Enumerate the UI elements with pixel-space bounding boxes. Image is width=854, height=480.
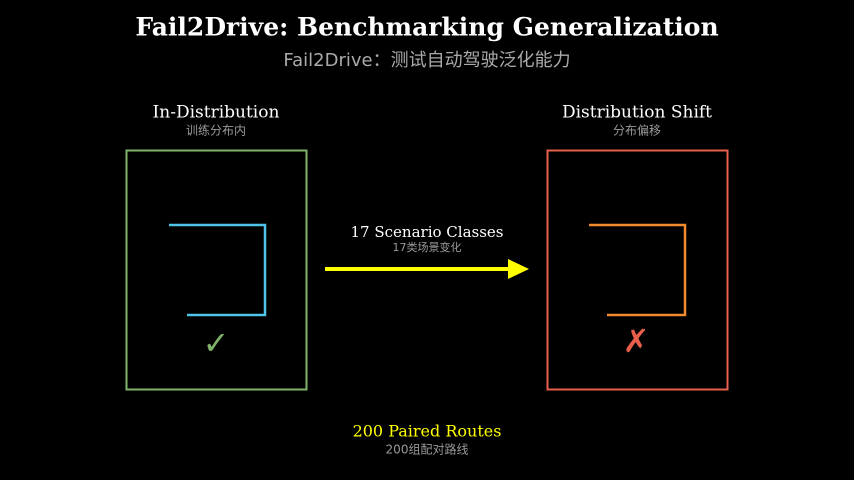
- panel-title: In-Distribution: [153, 103, 280, 123]
- footer-label: 200 Paired Routes: [353, 422, 502, 441]
- panel-box: [125, 149, 308, 391]
- arrow-label: 17 Scenario Classes: [351, 223, 504, 241]
- cross-mark: ✗: [623, 322, 650, 360]
- subtitle: Fail2Drive：测试自动驾驶泛化能力: [283, 50, 570, 71]
- footer-sublabel: 200组配对路线: [386, 442, 469, 457]
- panel-box: [546, 149, 729, 391]
- panel-subtitle: 分布偏移: [613, 123, 661, 138]
- check-mark: ✓: [203, 324, 230, 362]
- panel-subtitle: 训练分布内: [186, 123, 246, 138]
- title: Fail2Drive: Benchmarking Generalization: [135, 13, 718, 42]
- panel-title: Distribution Shift: [562, 103, 712, 123]
- arrow-sublabel: 17类场景变化: [393, 240, 462, 254]
- route: [589, 223, 687, 317]
- route: [169, 223, 267, 317]
- arrow-head: [508, 259, 529, 279]
